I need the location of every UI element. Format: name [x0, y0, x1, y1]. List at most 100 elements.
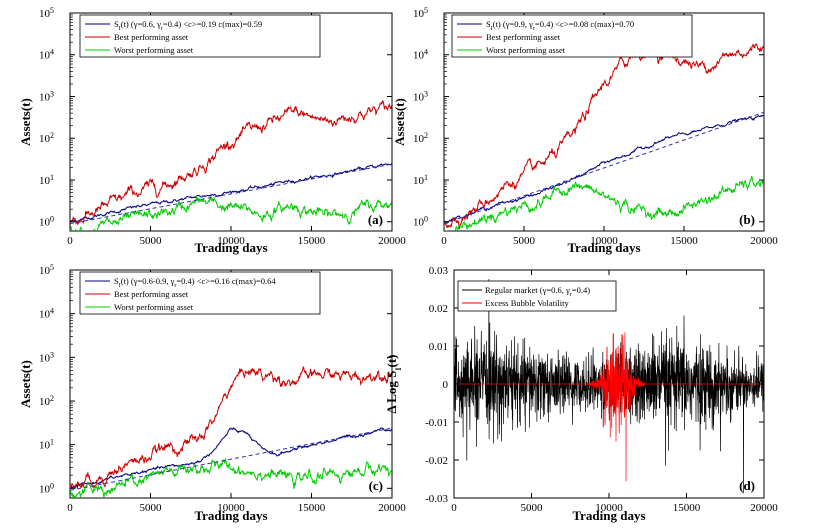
panel-c-series: [70, 366, 392, 498]
x-tick-label: 10000: [217, 502, 245, 514]
series-line: [70, 195, 392, 231]
x-tick-label: 5000: [521, 502, 544, 514]
y-tick-label: 104: [39, 47, 54, 62]
y-tick-label: 104: [413, 47, 428, 62]
x-tick-label: 0: [451, 502, 457, 514]
panel-a-series: [70, 99, 392, 231]
series-fit-line: [70, 163, 392, 225]
y-tick-label: 102: [39, 131, 54, 146]
panel-b-xlabel: Trading days: [567, 240, 640, 255]
panel-d-tag: (d): [739, 478, 755, 493]
panel-b-legend-index: SI(t) (γ=0.9, γr=0.4) <c>=0.08 c(max)=0.…: [486, 19, 634, 32]
y-tick-label: 100: [39, 481, 54, 496]
panel-b-legend-box: [451, 14, 693, 58]
y-tick-label: 101: [39, 172, 54, 187]
panel-c-legend-worst: Worst performing asset: [114, 302, 194, 312]
y-tick-label: 105: [39, 263, 54, 278]
panel-a-legend-worst: Worst performing asset: [114, 45, 194, 55]
x-tick-label: 0: [67, 235, 73, 247]
x-tick-label: 15000: [670, 235, 698, 247]
panel-b-legend-worst: Worst performing asset: [486, 45, 566, 55]
panel-c-tag: (c): [369, 478, 383, 493]
x-tick-label: 10000: [590, 235, 618, 247]
panel-b-ticks: 0 5000 10000 15000 20000 100 101 102 103 104 105: [413, 6, 778, 248]
panel-c-xlabel: Trading days: [194, 508, 267, 523]
panel-b-series: [444, 43, 764, 231]
series-fit-line: [444, 111, 764, 225]
panel-c-ticks: 0 5000 10000 15000 20000 100 101 102 103 104 105: [39, 263, 406, 515]
y-tick-label: 104: [39, 306, 54, 321]
panel-b-legend-best: Best performing asset: [486, 32, 561, 42]
series-fit-line: [70, 427, 392, 491]
y-tick-label: 102: [39, 393, 54, 408]
x-tick-label: 15000: [673, 502, 701, 514]
series-line: [444, 43, 764, 230]
series-line: [70, 366, 392, 490]
panel-c-ylabel: Assets(t): [18, 360, 33, 408]
panel-d: 0 5000 10000 15000 20000 -0.03 -0.02 -0.01 0 0.01…: [384, 265, 778, 523]
x-tick-label: 20000: [378, 235, 406, 247]
series-bubble-volatility: [454, 332, 764, 482]
panel-d-ticks: 0 5000 10000 15000 20000 -0.03 -0.02 -0.01 0 0.01…: [425, 265, 778, 514]
x-tick-label: 5000: [140, 502, 163, 514]
panel-c-legend: SI(t) (γ=0.6-0.9, γr=0.4) <c>=0.16 c(max…: [79, 271, 321, 315]
y-tick-label: 105: [39, 6, 54, 21]
panel-d-ylabel: Δ Log SI(t): [384, 355, 403, 414]
x-tick-label: 5000: [140, 235, 163, 247]
y-tick-label: 102: [413, 131, 428, 146]
panel-a: 0 5000 10000 15000 20000 100 101 102 103 104 105 T…: [18, 6, 406, 256]
y-tick-label: 101: [413, 172, 428, 187]
x-tick-label: 20000: [750, 502, 778, 514]
panel-d-series: [454, 278, 764, 494]
panel-b-legend: SI(t) (γ=0.9, γr=0.4) <c>=0.08 c(max)=0.…: [451, 14, 693, 58]
y-tick-label: 103: [39, 89, 54, 104]
panel-a-legend-index: SI(t) (γ=0.6, γr=0.4) <c>=0.19 c(max)=0.…: [114, 19, 262, 32]
panel-a-ticks: 0 5000 10000 15000 20000 100 101 102 103 104 105: [39, 6, 406, 248]
x-tick-label: 0: [441, 235, 447, 247]
series-line: [70, 427, 392, 489]
series-line: [70, 163, 392, 223]
panel-a-legend: SI(t) (γ=0.6, γr=0.4) <c>=0.19 c(max)=0.…: [79, 14, 321, 58]
x-tick-label: 0: [67, 502, 73, 514]
x-tick-label: 15000: [298, 502, 326, 514]
x-tick-label: 10000: [595, 502, 623, 514]
y-tick-label: 0.02: [429, 303, 448, 315]
y-tick-label: 105: [413, 6, 428, 21]
series-line: [444, 175, 764, 231]
y-tick-label: 0.01: [429, 341, 448, 353]
x-tick-label: 20000: [378, 502, 406, 514]
y-tick-label: 103: [413, 89, 428, 104]
panel-c: 0 5000 10000 15000 20000 100 101 102 103 104 105 T…: [18, 263, 406, 524]
x-tick-label: 20000: [750, 235, 778, 247]
panel-c-legend-box: [79, 271, 321, 315]
series-line: [444, 114, 764, 225]
panel-c-legend-best: Best performing asset: [114, 289, 189, 299]
y-tick-label: 0.03: [429, 265, 449, 277]
y-tick-label: 101: [39, 437, 54, 452]
panel-d-legend-bubble: Excess Bubble Volatility: [485, 298, 569, 308]
x-tick-label: 5000: [513, 235, 536, 247]
panel-a-ylabel: Assets(t): [18, 98, 33, 146]
series-line: [70, 458, 392, 498]
panel-d-legend-box: [457, 280, 617, 312]
y-tick-label: 0: [443, 379, 449, 391]
panel-a-xlabel: Trading days: [194, 240, 267, 255]
panel-d-legend-regular: Regular market (γ=0.6, γr=0.4): [485, 285, 590, 298]
panel-b-tag: (b): [739, 212, 755, 227]
panel-b-ylabel: Assets(t): [392, 98, 407, 146]
y-tick-label: 100: [413, 214, 428, 229]
y-tick-label: -0.01: [425, 417, 448, 429]
panel-a-tag: (a): [368, 212, 383, 227]
x-tick-label: 10000: [217, 235, 245, 247]
panel-b: 0 5000 10000 15000 20000 100 101 102 103 104 105 T…: [392, 6, 778, 256]
panel-d-xlabel: Trading days: [572, 508, 645, 523]
panel-c-legend-index: SI(t) (γ=0.6-0.9, γr=0.4) <c>=0.16 c(max…: [114, 276, 276, 289]
y-tick-label: -0.02: [425, 455, 448, 467]
panel-a-legend-best: Best performing asset: [114, 32, 189, 42]
x-tick-label: 15000: [298, 235, 326, 247]
y-tick-label: 100: [39, 214, 54, 229]
panel-a-legend-box: [79, 14, 321, 58]
series-line: [70, 99, 392, 226]
panel-d-legend: Regular market (γ=0.6, γr=0.4) Excess Bu…: [457, 280, 617, 312]
